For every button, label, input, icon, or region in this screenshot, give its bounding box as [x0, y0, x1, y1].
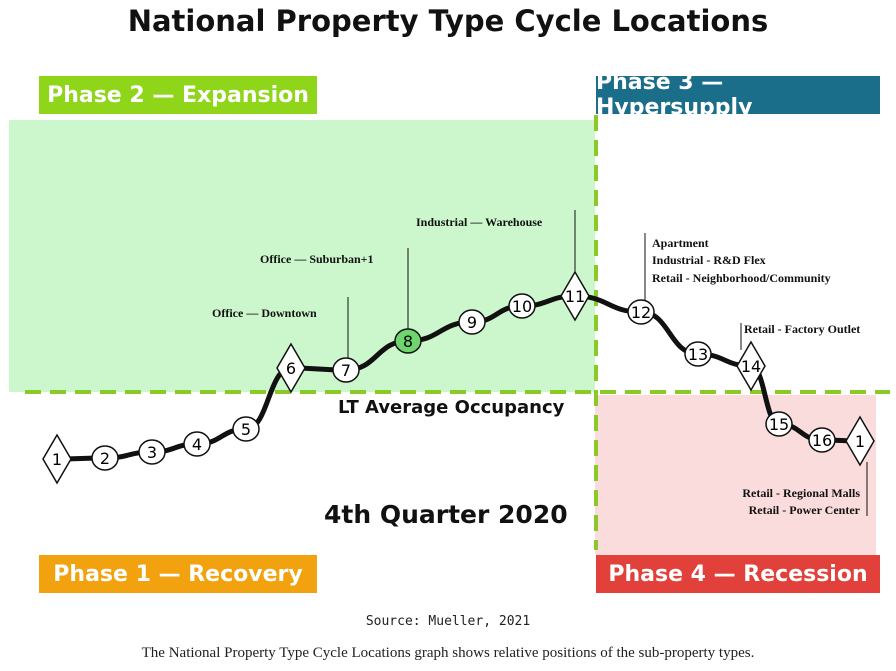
cycle-node-1: 1 — [845, 415, 875, 467]
circle-marker — [91, 445, 119, 471]
quarter-label: 4th Quarter 2020 — [324, 500, 568, 529]
node-number: 14 — [741, 357, 761, 376]
cycle-node-9: 9 — [458, 309, 486, 335]
phase-4-text: Phase 4 — Recession — [608, 561, 868, 587]
cycle-node-1: 1 — [42, 433, 72, 485]
cycle-node-10: 10 — [508, 293, 536, 319]
annotation-office-suburban: Office — Suburban+1 — [260, 252, 374, 266]
node-number: 1 — [855, 432, 865, 451]
diamond-marker — [845, 415, 875, 467]
node-number: 1 — [52, 450, 62, 469]
cycle-node-11: 11 — [560, 270, 590, 322]
circle-marker — [508, 293, 536, 319]
annotation-office-downtown: Office — Downtown — [212, 306, 317, 320]
cycle-node-5: 5 — [232, 416, 260, 442]
annotation-retail-malls: Retail - Regional Malls — [742, 486, 860, 500]
node-number: 3 — [147, 443, 157, 462]
caption: The National Property Type Cycle Locatio… — [141, 645, 755, 661]
diamond-marker — [560, 270, 590, 322]
node-number: 2 — [100, 449, 110, 468]
diamond-marker — [276, 342, 306, 394]
circle-marker — [458, 309, 486, 335]
node-number: 12 — [631, 303, 651, 322]
annotation-industrial-rd: Industrial - R&D Flex — [652, 253, 766, 267]
phase-2-label: Phase 2 — Expansion — [39, 76, 317, 114]
node-number: 9 — [467, 313, 477, 332]
annotation-retail-neighborhood: Retail - Neighborhood/Community — [652, 271, 831, 285]
circle-marker — [232, 416, 260, 442]
phase-1-label: Phase 1 — Recovery — [39, 555, 317, 593]
expansion-region — [9, 120, 595, 392]
node-number: 15 — [769, 415, 789, 434]
page-title: National Property Type Cycle Locations — [127, 4, 769, 38]
circle-marker — [183, 431, 211, 457]
circle-marker — [332, 357, 360, 383]
node-number: 10 — [512, 297, 532, 316]
circle-marker — [394, 328, 422, 354]
phase-2-text: Phase 2 — Expansion — [47, 82, 309, 108]
cycle-node-13: 13 — [684, 341, 712, 367]
annotation-industrial-warehouse: Industrial — Warehouse — [416, 215, 543, 229]
cycle-node-16: 16 — [808, 427, 836, 453]
recession-region — [595, 395, 876, 555]
source-note: Source: Mueller, 2021 — [365, 614, 531, 629]
phase-4-label: Phase 4 — Recession — [596, 555, 880, 593]
phase-1-text: Phase 1 — Recovery — [53, 561, 303, 587]
cycle-node-7: 7 — [332, 357, 360, 383]
diamond-marker — [736, 340, 766, 392]
annotation-retail-power: Retail - Power Center — [748, 503, 860, 517]
circle-marker — [138, 439, 166, 465]
cycle-node-12: 12 — [627, 299, 655, 325]
node-number: 11 — [565, 287, 585, 306]
node-number: 5 — [241, 420, 251, 439]
circle-marker — [765, 411, 793, 437]
circle-marker — [627, 299, 655, 325]
annotation-retail-factory: Retail - Factory Outlet — [744, 322, 861, 336]
cycle-node-6: 6 — [276, 342, 306, 394]
diamond-marker — [42, 433, 72, 485]
cycle-node-4: 4 — [183, 431, 211, 457]
node-number: 13 — [688, 345, 708, 364]
node-number: 8 — [403, 332, 413, 351]
circle-marker — [808, 427, 836, 453]
node-number: 7 — [341, 361, 351, 380]
cycle-node-14: 14 — [736, 340, 766, 392]
phase-3-label: Phase 3 — Hypersupply — [596, 70, 880, 120]
node-number: 6 — [286, 359, 296, 378]
cycle-node-8: 8 — [394, 328, 422, 354]
annotation-apartment: Apartment — [652, 236, 709, 250]
cycle-node-15: 15 — [765, 411, 793, 437]
phase-3-text: Phase 3 — Hypersupply — [596, 70, 753, 120]
cycle-node-2: 2 — [91, 445, 119, 471]
node-number: 4 — [192, 435, 202, 454]
node-number: 16 — [812, 431, 832, 450]
circle-marker — [684, 341, 712, 367]
occupancy-label: LT Average Occupancy — [338, 397, 565, 418]
cycle-node-3: 3 — [138, 439, 166, 465]
